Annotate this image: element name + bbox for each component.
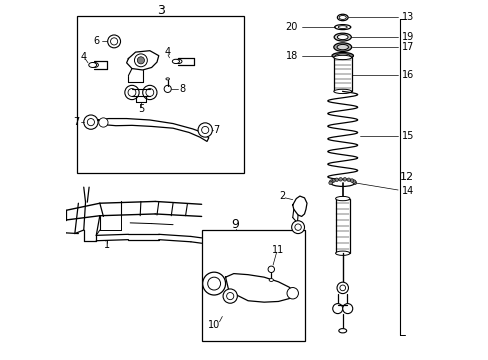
Circle shape bbox=[342, 303, 352, 314]
Circle shape bbox=[336, 282, 348, 294]
Ellipse shape bbox=[333, 43, 351, 51]
Circle shape bbox=[164, 85, 171, 93]
Ellipse shape bbox=[338, 329, 346, 333]
Ellipse shape bbox=[337, 14, 347, 21]
Bar bbox=[201, 230, 305, 341]
Text: 4: 4 bbox=[81, 52, 87, 62]
Text: 2: 2 bbox=[278, 191, 285, 201]
Ellipse shape bbox=[333, 33, 350, 41]
Circle shape bbox=[286, 288, 298, 299]
Circle shape bbox=[110, 38, 118, 45]
Text: 7: 7 bbox=[212, 125, 219, 135]
Circle shape bbox=[142, 85, 157, 100]
Circle shape bbox=[349, 179, 353, 183]
Circle shape bbox=[107, 35, 121, 48]
Text: 8: 8 bbox=[179, 84, 184, 94]
Text: 6: 6 bbox=[93, 36, 99, 46]
Ellipse shape bbox=[339, 15, 346, 19]
Circle shape bbox=[328, 181, 332, 185]
Circle shape bbox=[203, 272, 225, 295]
Circle shape bbox=[134, 54, 147, 67]
Ellipse shape bbox=[338, 26, 346, 28]
Circle shape bbox=[339, 285, 345, 291]
Ellipse shape bbox=[90, 63, 98, 67]
Ellipse shape bbox=[336, 44, 348, 50]
Text: 19: 19 bbox=[401, 32, 413, 42]
Circle shape bbox=[201, 126, 208, 134]
Circle shape bbox=[223, 289, 237, 303]
Ellipse shape bbox=[175, 59, 182, 64]
Ellipse shape bbox=[333, 89, 351, 94]
Polygon shape bbox=[225, 274, 294, 302]
Circle shape bbox=[128, 89, 136, 96]
Circle shape bbox=[332, 303, 342, 314]
Bar bbox=[333, 58, 351, 91]
Bar bbox=[335, 199, 349, 253]
Ellipse shape bbox=[337, 35, 347, 40]
Text: 1: 1 bbox=[103, 240, 110, 250]
Circle shape bbox=[331, 179, 335, 183]
Polygon shape bbox=[292, 196, 306, 216]
Circle shape bbox=[226, 293, 233, 300]
Text: 11: 11 bbox=[272, 245, 284, 255]
Text: 17: 17 bbox=[401, 42, 413, 52]
Ellipse shape bbox=[330, 179, 354, 186]
Circle shape bbox=[338, 177, 342, 181]
Text: 3: 3 bbox=[156, 4, 164, 17]
Ellipse shape bbox=[335, 197, 349, 201]
Ellipse shape bbox=[268, 279, 273, 282]
Circle shape bbox=[99, 118, 108, 127]
Circle shape bbox=[87, 118, 94, 126]
Polygon shape bbox=[98, 118, 208, 141]
Circle shape bbox=[343, 177, 346, 181]
Circle shape bbox=[346, 178, 350, 181]
Circle shape bbox=[124, 85, 139, 100]
Polygon shape bbox=[126, 51, 159, 70]
Circle shape bbox=[352, 181, 356, 185]
Circle shape bbox=[83, 115, 98, 129]
Circle shape bbox=[329, 180, 332, 184]
Bar bbox=[77, 16, 244, 173]
Circle shape bbox=[352, 180, 355, 184]
Text: 16: 16 bbox=[401, 69, 413, 80]
Ellipse shape bbox=[333, 55, 351, 60]
Circle shape bbox=[198, 123, 212, 137]
Ellipse shape bbox=[335, 251, 349, 255]
Ellipse shape bbox=[172, 59, 179, 64]
Circle shape bbox=[294, 224, 301, 230]
Text: 12: 12 bbox=[399, 172, 413, 182]
Circle shape bbox=[291, 221, 304, 234]
Ellipse shape bbox=[88, 63, 97, 67]
Text: 14: 14 bbox=[401, 186, 413, 196]
Text: 15: 15 bbox=[401, 131, 413, 141]
Circle shape bbox=[267, 266, 274, 273]
Text: 13: 13 bbox=[401, 13, 413, 22]
Ellipse shape bbox=[334, 24, 350, 30]
Ellipse shape bbox=[165, 78, 169, 80]
Circle shape bbox=[207, 277, 220, 290]
Circle shape bbox=[145, 89, 153, 96]
Text: 4: 4 bbox=[164, 47, 170, 57]
Circle shape bbox=[334, 178, 338, 181]
Text: 10: 10 bbox=[207, 320, 220, 330]
Text: 7: 7 bbox=[73, 117, 80, 127]
Text: 18: 18 bbox=[285, 51, 298, 61]
Ellipse shape bbox=[331, 53, 353, 59]
Ellipse shape bbox=[335, 54, 349, 58]
Circle shape bbox=[137, 57, 144, 64]
Text: 9: 9 bbox=[231, 218, 239, 231]
Text: 5: 5 bbox=[138, 104, 144, 114]
Text: 20: 20 bbox=[285, 22, 298, 32]
